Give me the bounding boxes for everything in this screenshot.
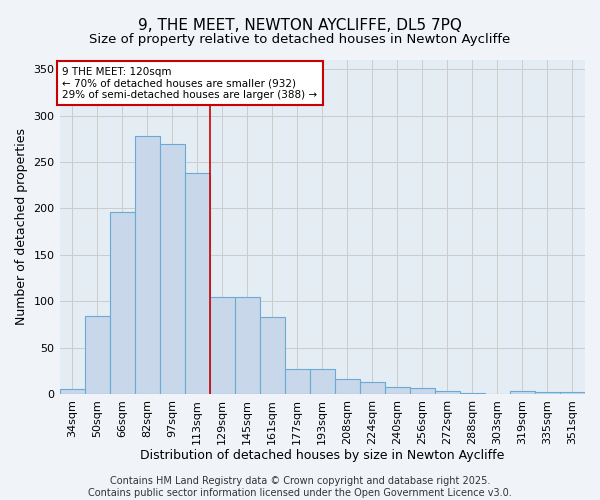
Text: Contains HM Land Registry data © Crown copyright and database right 2025.
Contai: Contains HM Land Registry data © Crown c…	[88, 476, 512, 498]
Bar	[360, 382, 385, 394]
Text: 9 THE MEET: 120sqm
← 70% of detached houses are smaller (932)
29% of semi-detach: 9 THE MEET: 120sqm ← 70% of detached hou…	[62, 66, 317, 100]
Bar	[134, 136, 160, 394]
Bar	[110, 212, 134, 394]
Bar	[260, 317, 285, 394]
Bar	[410, 388, 435, 394]
Bar	[385, 386, 410, 394]
Bar	[285, 369, 310, 394]
Bar	[460, 393, 485, 394]
Bar	[209, 298, 235, 394]
Bar	[85, 316, 110, 394]
Bar	[560, 392, 585, 394]
Bar	[435, 391, 460, 394]
Bar	[310, 369, 335, 394]
Y-axis label: Number of detached properties: Number of detached properties	[15, 128, 28, 326]
Text: Size of property relative to detached houses in Newton Aycliffe: Size of property relative to detached ho…	[89, 32, 511, 46]
Bar	[335, 379, 360, 394]
Bar	[510, 391, 535, 394]
Text: 9, THE MEET, NEWTON AYCLIFFE, DL5 7PQ: 9, THE MEET, NEWTON AYCLIFFE, DL5 7PQ	[138, 18, 462, 32]
X-axis label: Distribution of detached houses by size in Newton Aycliffe: Distribution of detached houses by size …	[140, 450, 505, 462]
Bar	[185, 173, 209, 394]
Bar	[160, 144, 185, 394]
Bar	[59, 390, 85, 394]
Bar	[235, 298, 260, 394]
Bar	[535, 392, 560, 394]
